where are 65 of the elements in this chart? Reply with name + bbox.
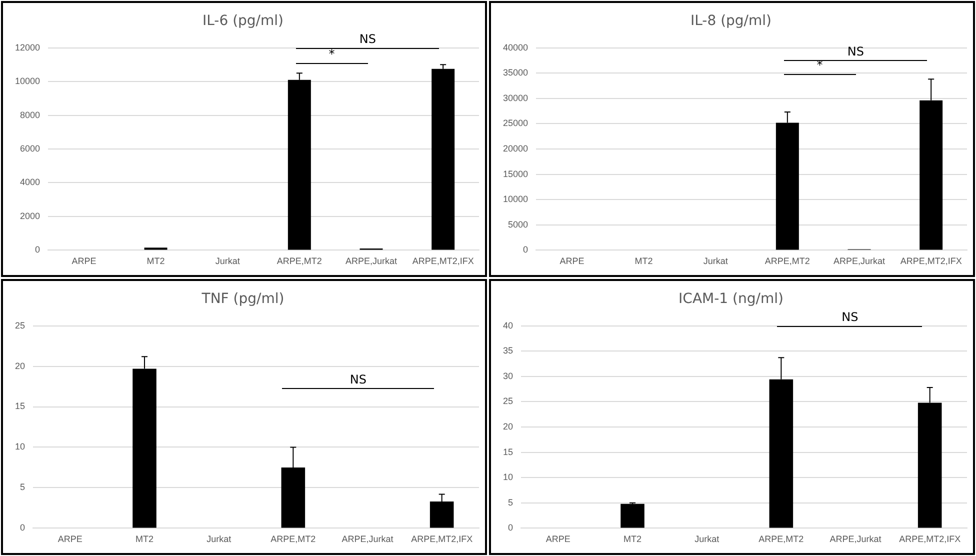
x-tick-label: ARPE,MT2 bbox=[764, 256, 810, 266]
y-tick-label: 5000 bbox=[508, 219, 528, 230]
x-tick-label: MT2 bbox=[634, 256, 653, 266]
chart-title: IL-8 (pg/ml) bbox=[690, 13, 772, 30]
y-tick-label: 2000 bbox=[20, 210, 40, 221]
y-tick-label: 5 bbox=[20, 482, 26, 492]
x-tick-label: MT2 bbox=[624, 534, 642, 544]
y-tick-label: 12000 bbox=[14, 42, 40, 52]
x-tick-label: Jurkat bbox=[703, 256, 728, 266]
y-tick-label: 0 bbox=[35, 244, 40, 255]
x-tick-label: ARPE,Jurkat bbox=[830, 534, 882, 544]
annotation: NS bbox=[350, 372, 367, 386]
y-tick-label: 15 bbox=[502, 446, 514, 457]
y-tick-label: 40 bbox=[502, 320, 514, 330]
x-tick-label: ARPE bbox=[560, 256, 584, 266]
x-tick-label: Jurkat bbox=[215, 256, 240, 266]
y-tick-label: 20 bbox=[502, 421, 514, 432]
y-tick-label: 20 bbox=[14, 360, 26, 371]
y-tick-label: 0 bbox=[508, 522, 514, 533]
x-tick-label: MT2 bbox=[136, 534, 154, 544]
x-tick-label: ARPE bbox=[72, 256, 96, 266]
y-tick-label: 25000 bbox=[502, 118, 528, 128]
x-tick-label: ARPE,MT2,IFX bbox=[412, 256, 474, 266]
text: NS bbox=[842, 310, 858, 324]
annotation: * bbox=[328, 47, 335, 62]
y-tick-label: 30 bbox=[502, 370, 514, 381]
y-tick-label: 10000 bbox=[14, 76, 40, 86]
y-tick-label: 35 bbox=[502, 346, 514, 356]
y-tick-label: 15 bbox=[14, 401, 26, 412]
x-tick-label: Jurkat bbox=[206, 534, 232, 544]
y-tick-label: 40000 bbox=[502, 42, 528, 52]
x-tick-label: ARPE,MT2,IFX bbox=[900, 256, 962, 266]
x-tick-label: ARPE,MT2 bbox=[270, 534, 316, 544]
y-tick-label: 8000 bbox=[20, 110, 40, 120]
y-tick-label: 25 bbox=[502, 396, 514, 406]
bar bbox=[620, 504, 644, 528]
x-tick-label: ARPE,MT2 bbox=[276, 256, 322, 266]
y-tick-label: 20000 bbox=[502, 143, 528, 154]
x-tick-label: MT2 bbox=[146, 256, 165, 266]
annotation: NS bbox=[847, 44, 864, 59]
y-tick-label: 35000 bbox=[502, 68, 528, 78]
x-tick-label: ARPE,Jurkat bbox=[833, 256, 886, 266]
text: NS bbox=[359, 32, 376, 46]
chart-title: TNF (pg/ml) bbox=[200, 291, 284, 308]
y-tick-label: 15000 bbox=[502, 168, 528, 179]
y-tick-label: 10 bbox=[502, 472, 514, 482]
y-tick-label: 5 bbox=[508, 497, 514, 508]
x-tick-label: Jurkat bbox=[694, 534, 720, 544]
x-tick-label: ARPE bbox=[58, 534, 82, 544]
y-tick-label: 25 bbox=[14, 320, 26, 330]
y-tick-label: 10 bbox=[14, 442, 26, 452]
x-tick-label: ARPE,Jurkat bbox=[345, 256, 398, 266]
x-tick-label: ARPE bbox=[546, 534, 570, 544]
y-tick-label: 0 bbox=[523, 244, 528, 255]
x-tick-label: ARPE,Jurkat bbox=[342, 534, 394, 544]
x-tick-label: ARPE,MT2,IFX bbox=[411, 534, 473, 544]
y-tick-label: 0 bbox=[20, 522, 26, 533]
y-tick-label: 4000 bbox=[20, 177, 40, 188]
y-tick-label: 6000 bbox=[20, 143, 40, 154]
chart-title: ICAM-1 (ng/ml) bbox=[678, 291, 784, 308]
x-tick-label: ARPE,MT2,IFX bbox=[899, 534, 961, 544]
y-tick-label: 10000 bbox=[502, 194, 528, 204]
chart-title: IL-6 (pg/ml) bbox=[202, 13, 284, 30]
x-tick-label: ARPE,MT2 bbox=[758, 534, 804, 544]
y-tick-label: 30000 bbox=[502, 92, 528, 103]
